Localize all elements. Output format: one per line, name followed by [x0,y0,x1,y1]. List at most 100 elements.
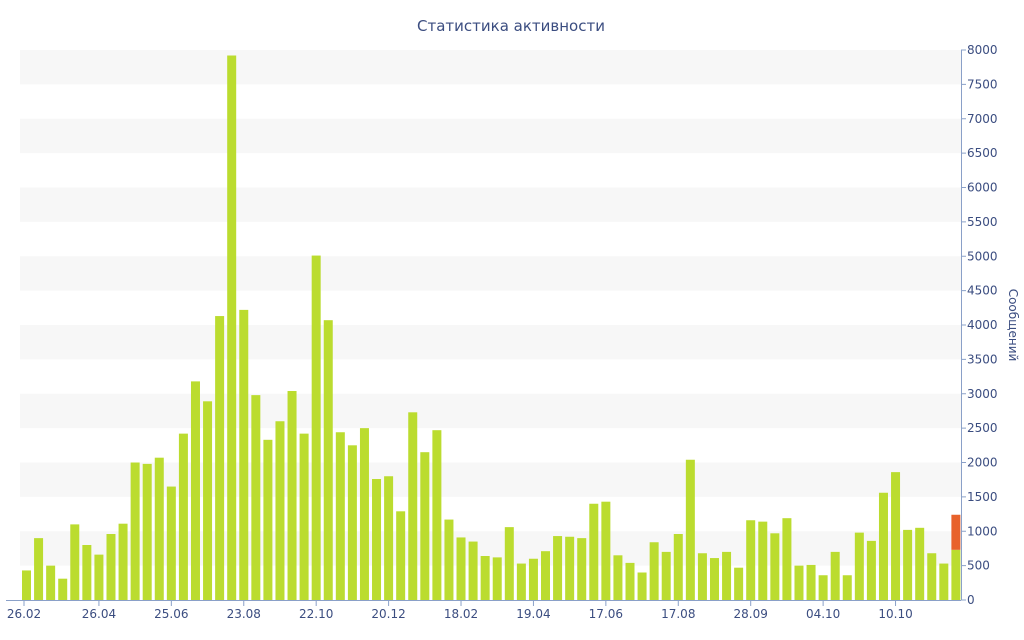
bar [613,555,623,600]
x-tick-label: 17.06 [589,607,623,621]
bar [661,551,671,601]
grid-band [20,187,961,222]
y-tick-label: 2000 [967,456,998,470]
y-tick-label: 5000 [967,249,998,263]
y-tick-label: 500 [967,559,990,573]
bar [601,501,611,600]
bar [770,533,780,600]
x-tick-label: 28.09 [734,607,768,621]
grid-band [20,118,961,154]
bar [299,433,309,601]
bar [637,572,647,600]
bar [528,558,538,600]
x-tick-label: 19.04 [516,607,550,621]
bar [456,537,466,600]
bar [806,564,816,600]
bar [311,255,321,600]
bar [504,527,514,601]
bar [758,521,768,601]
bar [263,439,273,600]
bar [70,524,80,601]
bar [794,565,804,601]
grid-band [20,256,961,291]
bar [94,554,104,601]
bar [359,428,369,601]
y-tick-label: 8000 [967,43,998,57]
bar [722,551,732,601]
bar [673,534,683,600]
bar [625,562,635,601]
y-tick-label: 6500 [967,146,998,160]
bar [227,55,237,600]
bar [589,503,599,600]
x-tick-label: 23.08 [227,607,261,621]
x-tick-label: 26.02 [7,607,41,621]
y-tick-label: 1500 [967,490,998,504]
grid-bands [20,50,961,566]
bar [178,433,188,601]
y-tick-label: 4000 [967,318,998,332]
bar [166,486,176,600]
bar [734,567,744,600]
bar [396,511,406,600]
y-ticks: 0 500 1000 1500 2000 2500 3000 3500 4000 4500 5000… [961,43,998,607]
bar [516,563,526,600]
bar [782,518,792,600]
bar [915,527,925,600]
y-tick-label: 7500 [967,77,998,91]
bar [215,316,225,600]
bar [275,421,285,600]
bar [577,538,587,601]
bar [565,536,575,600]
bar [372,479,382,600]
y-tick-label: 2500 [967,421,998,435]
y-tick-label: 3000 [967,387,998,401]
bar [842,575,852,600]
bar [82,545,92,600]
bar [106,534,116,600]
x-tick-label: 18.02 [444,607,478,621]
bar [903,529,913,601]
bar [58,578,68,600]
bar [444,519,454,600]
bar [420,452,430,600]
bar [468,541,478,600]
y-tick-label: 6000 [967,181,998,195]
bar [480,556,490,600]
y-tick-label: 3500 [967,352,998,366]
bar [347,445,357,600]
bar [384,476,394,600]
bar [553,536,563,600]
bars [22,55,961,601]
x-tick-label: 26.04 [82,607,116,621]
bar [697,553,707,600]
bar [432,430,442,600]
x-tick-label: 20.12 [371,607,405,621]
grid-band [20,393,961,429]
bar [541,551,551,600]
bar [927,553,937,600]
bar [649,542,659,600]
bar [818,575,828,600]
y-tick-label: 4500 [967,284,998,298]
bar [251,395,261,601]
bar [154,457,164,600]
y-tick-label: 5500 [967,215,998,229]
bar [203,401,213,600]
y-axis-title: Сообщений [1006,289,1020,362]
bar [142,463,152,601]
x-ticks: 26.02 26.04 25.06 23.08 22.10 20.12 18.02 19.04… [7,600,913,621]
y-tick-label: 7000 [967,112,998,126]
x-tick-label: 22.10 [299,607,333,621]
bar [130,462,140,600]
x-tick-label: 25.06 [154,607,188,621]
bar [22,570,31,600]
bar [951,549,961,600]
y-tick-label: 1000 [967,524,998,538]
bar [34,538,44,601]
grid-band [20,50,961,85]
y-tick-label: 0 [967,593,975,607]
x-tick-label: 10.10 [878,607,912,621]
bar [939,563,949,600]
